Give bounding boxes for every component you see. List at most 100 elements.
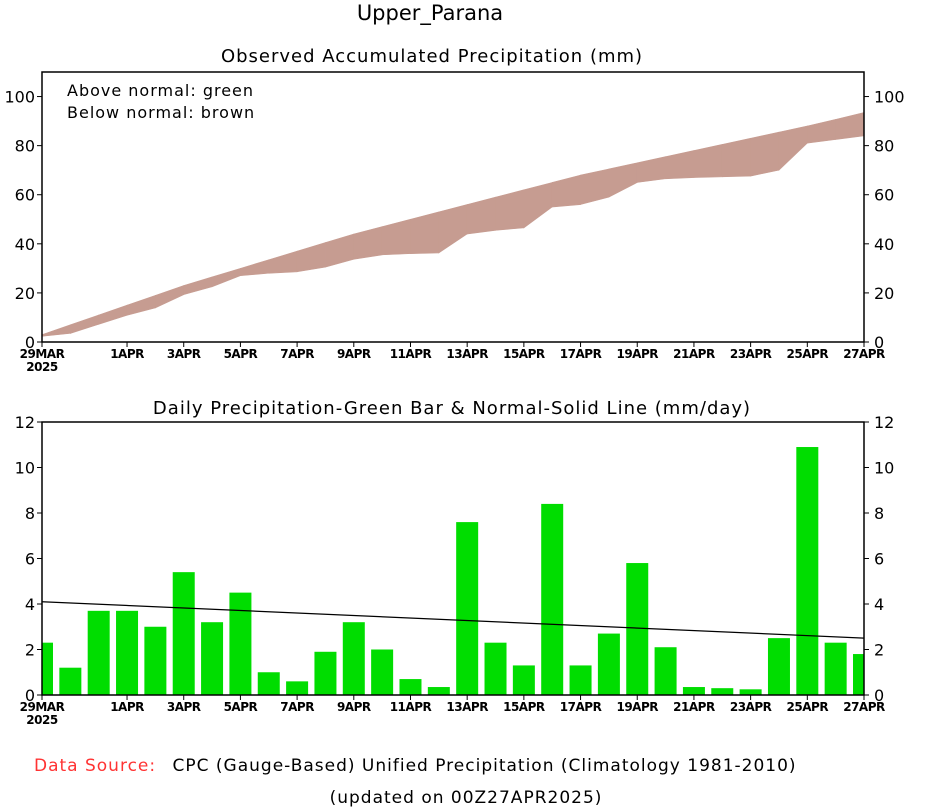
x-tick-label: 27APR <box>843 700 885 714</box>
x-tick-label: 7APR <box>280 700 314 714</box>
daily-precip-bar <box>456 522 479 695</box>
x-year-label: 2025 <box>26 360 58 374</box>
daily-precip-bar <box>257 672 280 695</box>
x-tick-label: 17APR <box>560 700 602 714</box>
below-normal-area-segment <box>98 304 128 325</box>
updated-timestamp: (updated on 00Z27APR2025) <box>330 788 603 808</box>
below-normal-area-segment <box>155 285 185 309</box>
x-tick-label: 9APR <box>337 700 371 714</box>
x-tick-label: 19APR <box>616 347 658 361</box>
below-normal-area-segment <box>211 267 241 288</box>
below-normal-area-segment <box>551 174 581 208</box>
daily-precip-bar <box>59 667 82 695</box>
below-normal-area-segment <box>296 242 326 273</box>
y-tick-label-right: 4 <box>874 595 884 614</box>
x-tick-label: 19APR <box>616 700 658 714</box>
x-year-label: 2025 <box>26 713 58 727</box>
y-tick-label-right: 40 <box>874 235 894 254</box>
x-tick-label: 17APR <box>560 347 602 361</box>
below-normal-area-segment <box>381 218 411 256</box>
accumulated-chart: Observed Accumulated Precipitation (mm) … <box>4 46 904 374</box>
x-tick-label: 15APR <box>503 347 545 361</box>
below-normal-area-segment <box>807 118 836 144</box>
x-tick-label: 25APR <box>787 700 829 714</box>
daily-precip-bar <box>824 642 847 695</box>
normal-daily-line <box>41 601 865 639</box>
daily-precip-bar <box>569 665 592 695</box>
below-normal-area-segment <box>580 168 610 205</box>
footer-source: Data Source: CPC (Gauge-Based) Unified P… <box>34 756 797 776</box>
daily-precip-bar <box>626 563 649 695</box>
x-tick-label: 15APR <box>503 700 545 714</box>
below-normal-area-segment <box>693 144 723 178</box>
daily-precip-bar <box>739 689 762 695</box>
x-tick-label: 29MAR <box>20 700 65 714</box>
daily-precip-bar <box>172 572 195 695</box>
daily-precip-bar <box>399 679 422 695</box>
below-normal-area-segment <box>665 150 695 180</box>
x-tick-label: 21APR <box>673 700 715 714</box>
x-tick-label: 1APR <box>110 700 144 714</box>
y-tick-label-left: 60 <box>15 186 35 205</box>
daily-chart-title: Daily Precipitation-Green Bar & Normal-S… <box>153 398 751 419</box>
below-normal-area-segment <box>126 294 156 316</box>
y-tick-label-right: 8 <box>874 504 884 523</box>
y-tick-label-right: 2 <box>874 641 884 660</box>
daily-precip-bar <box>286 681 309 695</box>
below-normal-area-segment <box>835 112 865 140</box>
below-normal-area-segment <box>410 211 440 254</box>
figure-title: Upper_Parana <box>357 1 503 26</box>
daily-precip-bar <box>767 638 790 695</box>
daily-precip-bar <box>144 626 167 695</box>
data-source-text: CPC (Gauge-Based) Unified Precipitation … <box>173 756 797 776</box>
below-normal-area-segment <box>353 226 383 260</box>
y-tick-label-left: 100 <box>4 88 35 107</box>
y-tick-label-right: 12 <box>874 413 894 432</box>
y-tick-label-left: 80 <box>15 137 35 156</box>
x-tick-label: 13APR <box>446 700 488 714</box>
y-tick-label-left: 10 <box>15 459 35 478</box>
y-tick-label-right: 100 <box>874 88 905 107</box>
y-tick-label-left: 0 <box>25 686 35 705</box>
daily-precip-bar <box>597 633 620 695</box>
y-tick-label-right: 6 <box>874 550 884 569</box>
y-tick-label-right: 60 <box>874 186 894 205</box>
daily-precip-bar <box>654 647 677 695</box>
daily-precip-bar <box>314 651 337 695</box>
legend-above-normal: Above normal: green <box>67 81 254 100</box>
x-tick-label: 5APR <box>224 700 258 714</box>
y-tick-label-left: 20 <box>15 284 35 303</box>
y-tick-label-left: 8 <box>25 504 35 523</box>
y-tick-label-right: 0 <box>874 333 884 352</box>
below-normal-area-segment <box>183 276 213 296</box>
accumulated-chart-title: Observed Accumulated Precipitation (mm) <box>221 46 643 67</box>
below-normal-area-segment <box>325 233 355 268</box>
y-tick-label-right: 80 <box>874 137 894 156</box>
y-tick-label-right: 20 <box>874 284 894 303</box>
below-normal-area-segment <box>495 189 525 231</box>
daily-precip-bar <box>201 622 224 695</box>
x-tick-label: 11APR <box>390 700 432 714</box>
y-tick-label-left: 4 <box>25 595 35 614</box>
below-normal-area-segment <box>523 182 553 229</box>
x-tick-label: 23APR <box>730 347 772 361</box>
daily-precip-bar <box>87 610 110 695</box>
y-tick-label-left: 6 <box>25 550 35 569</box>
daily-precip-bar <box>342 622 365 695</box>
x-tick-label: 5APR <box>224 347 258 361</box>
daily-precip-bar <box>541 503 564 695</box>
x-tick-label: 21APR <box>673 347 715 361</box>
daily-precip-bar <box>116 610 139 695</box>
daily-precip-bar <box>796 447 819 695</box>
accumulated-plot-frame <box>41 71 865 343</box>
below-normal-area-segment <box>70 314 99 334</box>
daily-chart: Daily Precipitation-Green Bar & Normal-S… <box>15 398 895 727</box>
below-normal-area-segment <box>268 250 298 274</box>
x-tick-label: 3APR <box>167 347 201 361</box>
below-normal-area-segment <box>608 162 638 198</box>
y-tick-label-right: 0 <box>874 686 884 705</box>
x-tick-label: 11APR <box>390 347 432 361</box>
below-normal-area-segment <box>721 137 751 178</box>
y-tick-label-left: 0 <box>25 333 35 352</box>
